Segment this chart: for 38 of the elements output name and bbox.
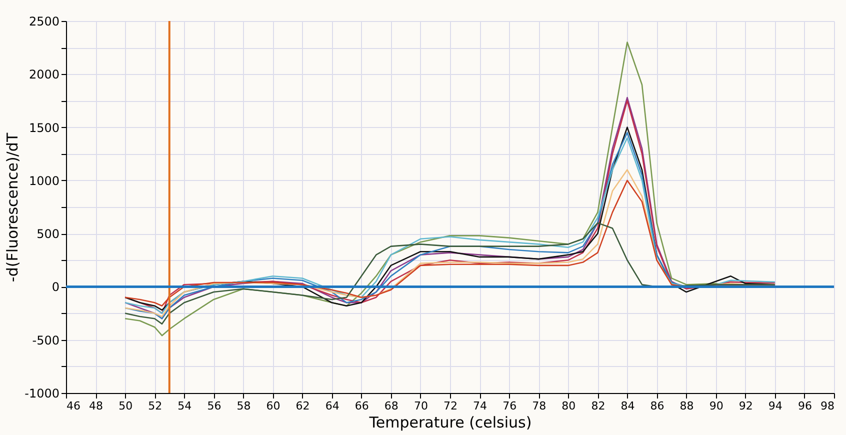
- x-tick-label: 82: [591, 400, 606, 412]
- y-tick-label: 2000: [28, 68, 60, 82]
- y-tick-label: 2500: [28, 14, 60, 28]
- x-tick-label: 62: [296, 400, 310, 412]
- y-tick-label: 1500: [28, 120, 60, 135]
- x-tick-label: 70: [414, 400, 428, 412]
- y-tick-label: -1000: [24, 386, 60, 400]
- x-tick-label: 76: [502, 400, 517, 412]
- x-tick-label: 94: [768, 400, 782, 412]
- x-tick-label: 72: [444, 400, 458, 412]
- y-tick-label: 1000: [28, 174, 60, 188]
- x-tick-label: 96: [798, 400, 812, 412]
- x-tick-label: 98: [820, 400, 834, 412]
- x-tick-label: 66: [354, 400, 369, 412]
- x-tick-label: 50: [118, 400, 133, 412]
- y-axis-title: -d(Fluorescence)/dT: [4, 132, 22, 282]
- y-tick-label: 0: [52, 280, 60, 294]
- x-tick-label: 92: [738, 400, 753, 412]
- x-tick-label: 90: [709, 400, 724, 412]
- x-tick-label: 60: [266, 400, 280, 412]
- x-axis-title: Temperature (celsius): [368, 414, 532, 432]
- x-tick-label: 64: [325, 400, 340, 412]
- x-tick-label: 46: [66, 400, 80, 412]
- y-tick-label: -500: [32, 333, 60, 348]
- x-tick-label: 80: [562, 400, 576, 412]
- x-tick-label: 84: [620, 400, 635, 412]
- x-tick-label: 86: [650, 400, 664, 412]
- x-tick-label: 54: [178, 400, 192, 412]
- y-tick-label: 500: [36, 227, 60, 242]
- x-tick-label: 68: [384, 400, 398, 412]
- x-tick-label: 78: [532, 400, 546, 412]
- x-tick-label: 48: [89, 400, 104, 412]
- line-series: [124, 222, 776, 325]
- x-tick-label: 74: [473, 400, 488, 412]
- x-tick-label: 58: [236, 400, 251, 412]
- x-tick-label: 56: [207, 400, 222, 412]
- x-tick-label: 52: [148, 400, 162, 412]
- x-tick-label: 88: [680, 400, 694, 412]
